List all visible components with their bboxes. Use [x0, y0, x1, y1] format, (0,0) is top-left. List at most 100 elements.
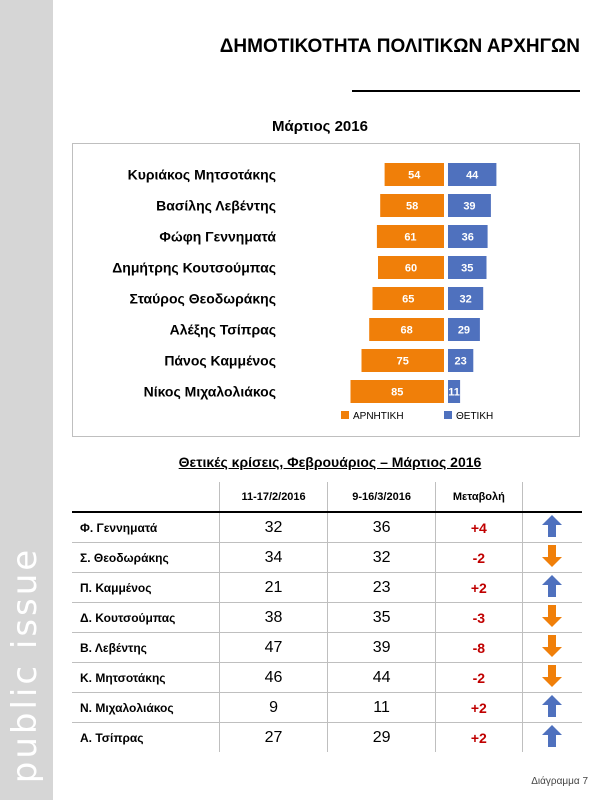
row-mar-value: 36	[327, 512, 436, 543]
table-row: Α. Τσίπρας 27 29 +2	[72, 722, 582, 752]
legend-positive-label: ΘΕΤΙΚΗ	[456, 411, 493, 422]
row-change-value: +2	[435, 692, 523, 723]
row-feb-value: 9	[219, 692, 328, 723]
brand-logo-text: public issue	[5, 546, 45, 784]
negative-value-label: 68	[400, 325, 412, 337]
header-feb: 11-17/2/2016	[219, 482, 328, 513]
row-change-value: -2	[435, 662, 523, 693]
row-feb-value: 27	[219, 722, 328, 752]
row-arrow-cell	[521, 602, 582, 633]
positive-value-label: 39	[463, 201, 475, 213]
row-name: Ν. Μιχαλολιάκος	[72, 692, 220, 723]
down-arrow-icon	[542, 545, 563, 567]
row-arrow-cell	[521, 572, 582, 603]
down-arrow-icon	[542, 635, 563, 657]
negative-bar	[369, 318, 444, 341]
negative-bar	[384, 163, 444, 186]
row-change-value: +4	[435, 512, 523, 543]
row-arrow-cell	[521, 692, 582, 723]
row-feb-value: 32	[219, 512, 328, 543]
row-mar-value: 44	[327, 662, 436, 693]
row-change-value: +2	[435, 722, 523, 752]
category-label: Βασίλης Λεβέντης	[156, 198, 276, 214]
side-strip: public issue	[0, 0, 53, 800]
row-change-value: -3	[435, 602, 523, 633]
negative-bar	[372, 287, 444, 310]
down-arrow-icon	[542, 665, 563, 687]
table-row: Δ. Κουτσούμπας 38 35 -3	[72, 602, 582, 633]
up-arrow-icon	[542, 725, 563, 747]
positive-bar	[448, 225, 488, 248]
row-name: Κ. Μητσοτάκης	[72, 662, 220, 693]
category-label: Κυριάκος Μητσοτάκης	[128, 167, 276, 183]
positive-bar	[448, 287, 484, 310]
legend-negative-swatch	[341, 411, 349, 419]
legend-positive-swatch	[444, 411, 452, 419]
category-label: Αλέξης Τσίπρας	[170, 322, 276, 338]
footnote: Διάγραμμα 7	[531, 776, 588, 787]
row-feb-value: 46	[219, 662, 328, 693]
row-arrow-cell	[521, 662, 582, 693]
row-name: Φ. Γεννηματά	[80, 520, 158, 535]
category-label: Δημήτρης Κουτσούμπας	[112, 260, 276, 276]
page-title: ΔΗΜΟΤΙΚΟΤΗΤΑ ΠΟΛΙΤΙΚΩΝ ΑΡΧΗΓΩΝ	[219, 36, 580, 57]
row-feb-value: 34	[219, 542, 328, 573]
category-label: Φώφη Γεννηματά	[159, 229, 276, 245]
chart-area: Κυριάκος Μητσοτάκης 54 44 Βασίλης Λεβέντης 5…	[72, 143, 580, 437]
row-arrow-cell	[521, 722, 582, 752]
negative-value-label: 58	[406, 201, 418, 213]
up-arrow-icon	[542, 575, 563, 597]
positive-bar	[448, 318, 480, 341]
row-arrow-cell	[521, 632, 582, 663]
row-mar-value: 39	[327, 632, 436, 663]
down-arrow-icon	[542, 605, 563, 627]
row-name: Δ. Κουτσούμπας	[72, 602, 220, 633]
header-arrow	[521, 482, 582, 513]
row-name: Β. Λεβέντης	[72, 632, 220, 663]
title-rule	[352, 90, 580, 92]
negative-value-label: 85	[391, 387, 403, 399]
table-row: Ν. Μιχαλολιάκος 9 11 +2	[72, 692, 582, 723]
row-arrow-cell	[521, 512, 582, 543]
positive-bar	[448, 194, 491, 217]
positive-value-label: 29	[458, 325, 470, 337]
row-mar-value: 35	[327, 602, 436, 633]
negative-value-label: 65	[402, 294, 414, 306]
negative-bar	[380, 194, 444, 217]
positive-value-label: 35	[461, 263, 473, 275]
row-mar-value: 11	[327, 692, 436, 723]
row-mar-value: 32	[327, 542, 436, 573]
negative-value-label: 75	[397, 356, 409, 368]
header-blank	[72, 482, 220, 513]
chart-title: Μάρτιος 2016	[272, 118, 368, 135]
row-name: Α. Τσίπρας	[72, 722, 220, 752]
negative-value-label: 54	[408, 170, 421, 182]
row-name: Σ. Θεοδωράκης	[72, 542, 220, 573]
up-arrow-icon	[542, 515, 563, 537]
table-row: Κ. Μητσοτάκης 46 44 -2	[72, 662, 582, 693]
table-row: Β. Λεβέντης 47 39 -8	[72, 632, 582, 663]
positive-bar	[448, 380, 461, 403]
negative-bar	[361, 349, 444, 372]
table-row: Π. Καμμένος 21 23 +2	[72, 572, 582, 603]
table-row: Φ. Γεννηματά 32 36 +4	[72, 512, 582, 543]
ratings-table: 11-17/2/2016 9-16/3/2016 Μεταβολή Φ. Γεν…	[72, 482, 582, 752]
category-label: Πάνος Καμμένος	[164, 353, 276, 369]
row-feb-value: 47	[219, 632, 328, 663]
row-feb-value: 38	[219, 602, 328, 633]
row-mar-value: 23	[327, 572, 436, 603]
positive-value-label: 11	[448, 387, 460, 399]
positive-bar	[448, 163, 497, 186]
positive-value-label: 44	[466, 170, 479, 182]
row-change-value: +2	[435, 572, 523, 603]
up-arrow-icon	[542, 695, 563, 717]
positive-value-label: 36	[462, 232, 474, 244]
positive-value-label: 32	[459, 294, 471, 306]
table-row: Σ. Θεοδωράκης 34 32 -2	[72, 542, 582, 573]
row-name: Π. Καμμένος	[72, 572, 220, 603]
negative-value-label: 60	[405, 263, 417, 275]
header-change: Μεταβολή	[435, 482, 523, 513]
row-feb-value: 21	[219, 572, 328, 603]
table-header-row: 11-17/2/2016 9-16/3/2016 Μεταβολή	[72, 482, 582, 513]
negative-bar	[350, 380, 444, 403]
